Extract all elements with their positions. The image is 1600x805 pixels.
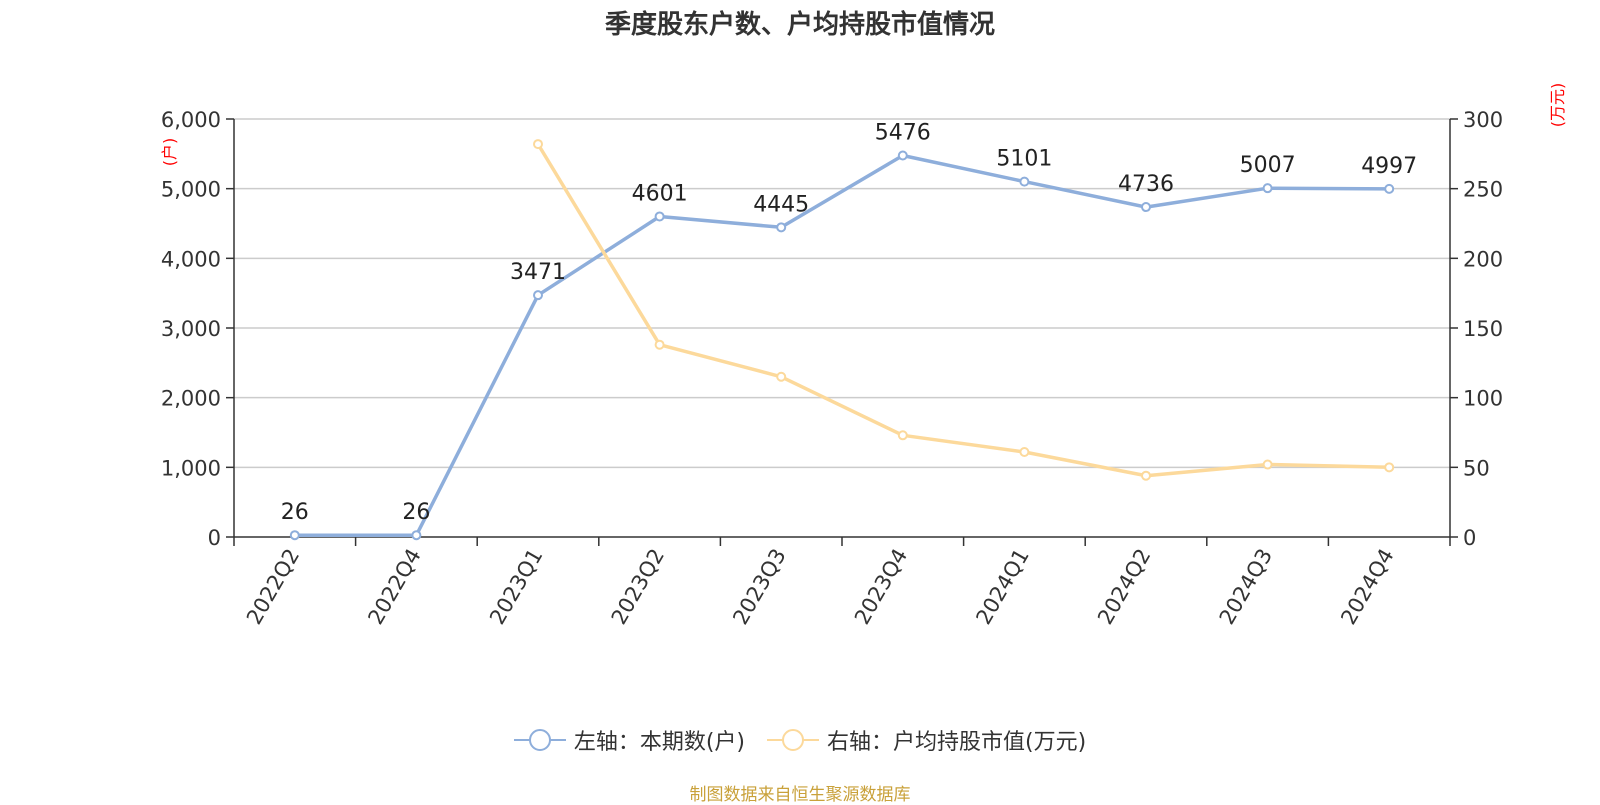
data-label-households: 26	[402, 500, 430, 525]
legend-label-households: 左轴：本期数(户)	[573, 730, 745, 755]
point-market-value	[654, 339, 665, 350]
legend-label-market-value: 右轴：户均持股市值(万元)	[827, 730, 1087, 755]
right-tick-label: 150	[1463, 317, 1503, 341]
right-tick-label: 100	[1463, 387, 1503, 411]
x-tick-label: 2023Q2	[607, 545, 669, 629]
data-label-households: 5007	[1240, 153, 1296, 178]
right-tick-label: 200	[1463, 247, 1503, 271]
point-market-value	[533, 139, 543, 150]
left-tick-label: 2,000	[161, 387, 221, 411]
x-tick-label: 2023Q1	[485, 545, 547, 629]
point-households	[654, 211, 665, 222]
right-tick-label: 0	[1463, 526, 1476, 550]
right-tick-label: 300	[1463, 108, 1503, 132]
point-market-value	[1019, 447, 1030, 458]
legend: 左轴：本期数(户) 右轴：户均持股市值(万元)	[0, 724, 1600, 756]
left-tick-label: 6,000	[161, 108, 221, 132]
point-households	[1262, 183, 1273, 194]
left-tick-label: 5,000	[161, 178, 221, 202]
point-households	[289, 530, 300, 541]
data-label-households: 5101	[996, 147, 1052, 172]
grid-lines	[234, 118, 1450, 469]
left-tick-label: 4,000	[161, 247, 221, 271]
right-axis-ticks: 0 50 100 150 200 250 300	[1450, 108, 1503, 550]
point-market-value	[897, 430, 908, 441]
x-tick-label: 2024Q2	[1093, 545, 1155, 629]
x-tick-label: 2024Q1	[971, 545, 1033, 629]
series-points	[289, 139, 1395, 541]
x-tick-label: 2023Q4	[850, 545, 912, 629]
left-tick-label: 3,000	[161, 317, 221, 341]
x-tick-label: 2022Q2	[242, 545, 304, 629]
point-households	[1384, 183, 1395, 194]
source-note: 制图数据来自恒生聚源数据库	[689, 785, 911, 805]
left-axis-unit: (户)	[160, 138, 179, 167]
point-market-value	[1262, 459, 1273, 470]
legend-swatch-market-value	[767, 727, 819, 753]
x-tick-label: 2023Q3	[728, 545, 790, 629]
data-labels: 26 26 3471 4601 4445 5476 5101 4736 5007 4997	[281, 121, 1417, 526]
data-label-households: 4997	[1361, 154, 1417, 179]
point-market-value	[1384, 462, 1395, 473]
point-households	[897, 150, 908, 161]
left-tick-label: 0	[208, 526, 221, 550]
x-tick-label: 2022Q4	[363, 545, 425, 629]
right-axis-unit: (万元)	[1548, 83, 1567, 128]
x-tick-label: 2024Q3	[1215, 545, 1277, 629]
point-households	[1019, 176, 1030, 187]
legend-item-households[interactable]: 左轴：本期数(户)	[513, 724, 745, 756]
point-market-value	[776, 371, 787, 382]
data-label-households: 3471	[510, 260, 566, 285]
x-tick-label: 2024Q4	[1336, 545, 1398, 629]
data-label-households: 4445	[753, 192, 809, 217]
point-market-value	[1141, 470, 1151, 481]
data-label-households: 4601	[632, 181, 688, 206]
data-label-households: 5476	[875, 121, 931, 146]
series-lines	[294, 143, 1390, 537]
x-axis-ticks: 2022Q2 2022Q4 2023Q1 2023Q2 2023Q3 2023Q4 2024…	[233, 537, 1451, 629]
legend-item-market-value[interactable]: 右轴：户均持股市值(万元)	[767, 724, 1086, 756]
left-axis-ticks: 0 1,000 2,000 3,000 4,000 5,000 6,000	[161, 108, 234, 550]
series-line-households	[294, 153, 1390, 537]
point-households	[411, 530, 422, 541]
point-households	[1141, 202, 1151, 213]
left-tick-label: 1,000	[161, 456, 221, 480]
legend-swatch-households	[513, 727, 566, 753]
right-tick-label: 50	[1463, 456, 1490, 480]
chart-title: 季度股东户数、户均持股市值情况	[604, 10, 995, 40]
right-tick-label: 250	[1463, 178, 1503, 202]
point-households	[776, 222, 787, 233]
data-label-households: 4736	[1118, 172, 1174, 197]
series-line-market-value	[536, 143, 1390, 478]
point-households	[533, 290, 543, 301]
data-label-households: 26	[281, 500, 309, 525]
